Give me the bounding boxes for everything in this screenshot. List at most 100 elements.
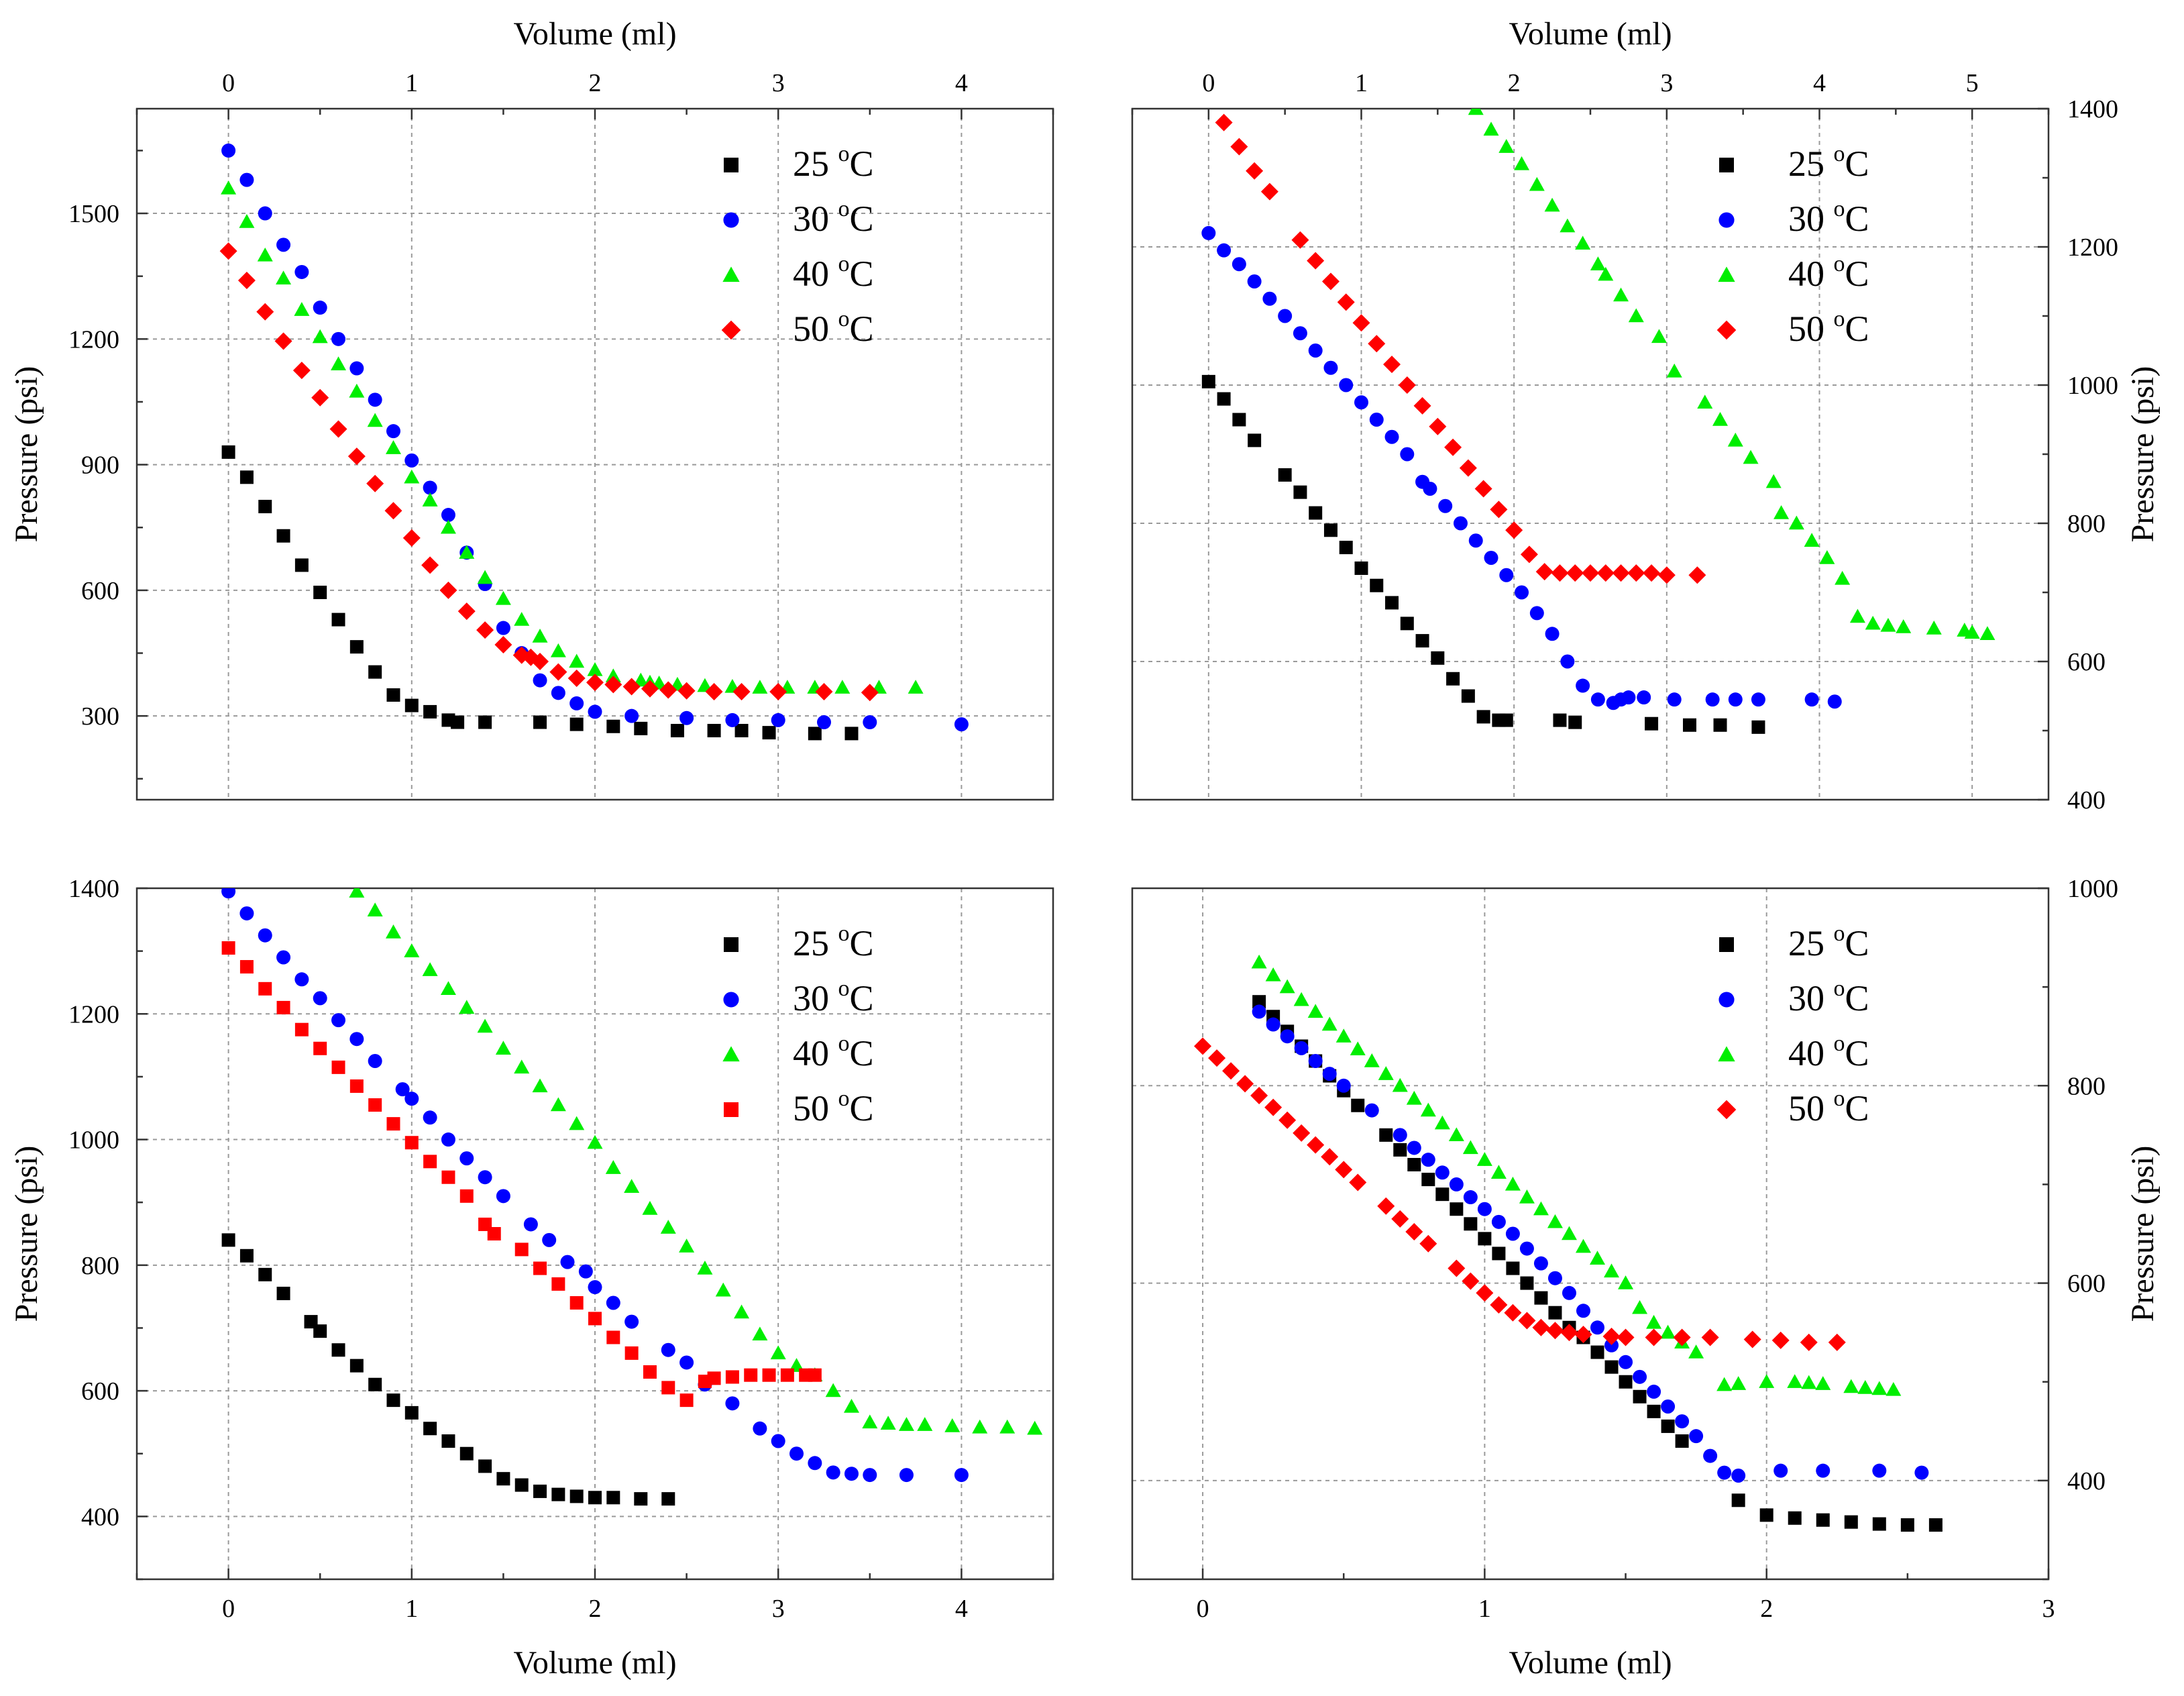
data-point-25c [313, 1324, 327, 1338]
data-point-50c [677, 682, 696, 700]
data-point-30c [533, 673, 547, 688]
data-point-50c [404, 1136, 419, 1150]
legend-label-30c: 30 oC [793, 976, 874, 1018]
data-point-50c [439, 581, 457, 599]
data-point-30c [1816, 1463, 1831, 1478]
data-point-25c [1633, 1389, 1647, 1403]
data-point-50c [294, 1022, 309, 1037]
data-point-50c [707, 1371, 721, 1385]
data-point-40c [1519, 1189, 1535, 1204]
data-point-30c [725, 1396, 740, 1411]
data-point-25c [1645, 717, 1659, 731]
data-point-30c [808, 1456, 822, 1471]
data-point-50c [1419, 1234, 1437, 1253]
data-point-50c [1352, 314, 1370, 332]
data-point-30c [1278, 309, 1293, 323]
x-tick-label: 2 [1760, 1595, 1773, 1623]
data-point-40c [1392, 1077, 1408, 1092]
data-point-50c [762, 1368, 776, 1382]
data-point-30c [276, 237, 291, 252]
data-point-30c [1647, 1384, 1661, 1399]
data-point-30c [1637, 690, 1651, 705]
x-tick-label: 2 [1508, 69, 1521, 97]
data-point-30c [368, 392, 382, 407]
data-point-25c [1217, 392, 1231, 406]
data-point-40c [1759, 1374, 1775, 1388]
data-point-50c [1560, 1324, 1578, 1342]
data-point-50c [1278, 1111, 1297, 1129]
legend-marker-50c [1716, 320, 1737, 340]
data-point-30c [1252, 1004, 1266, 1019]
legend-label-25c: 25 oC [793, 142, 874, 184]
data-point-50c [1236, 1075, 1254, 1093]
data-point-25c [258, 1267, 272, 1281]
data-point-30c [1369, 413, 1384, 427]
data-point-30c [771, 712, 785, 727]
data-point-30c [294, 972, 309, 987]
data-point-30c [551, 686, 565, 700]
data-point-30c [1294, 1041, 1309, 1055]
data-point-25c [478, 1459, 492, 1473]
data-point-50c [1321, 1148, 1339, 1166]
legend-marker-50c [724, 1102, 739, 1117]
data-point-30c [1293, 326, 1307, 341]
x-tick-label: 1 [405, 69, 418, 97]
data-point-25c [459, 1446, 474, 1461]
data-point-40c [367, 413, 383, 427]
data-point-30c [1232, 257, 1246, 272]
data-point-30c [1339, 378, 1354, 392]
data-point-25c [1844, 1515, 1858, 1529]
data-point-40c [1788, 515, 1804, 530]
data-point-25c [634, 1492, 648, 1506]
data-point-30c [1499, 568, 1514, 582]
x-axis-title: Volume (ml) [1509, 16, 1672, 52]
data-point-50c [1476, 1284, 1494, 1302]
legend-marker-50c [1716, 1100, 1737, 1120]
data-point-40c [1364, 1053, 1380, 1067]
data-point-40c [1265, 967, 1281, 982]
data-point-50c [769, 682, 787, 700]
data-point-50c [1551, 564, 1569, 582]
data-point-25c [1323, 523, 1337, 537]
data-point-50c [423, 1155, 437, 1169]
data-point-50c [815, 682, 833, 700]
data-point-40c [331, 356, 347, 370]
data-point-30c [1354, 395, 1368, 410]
data-point-50c [1215, 113, 1233, 131]
legend-marker-25c [724, 937, 739, 952]
y-tick-label: 1000 [68, 1126, 119, 1155]
legend-marker-40c [722, 266, 740, 282]
data-points [1194, 954, 1943, 1532]
data-point-25c [844, 727, 859, 741]
data-point-25c [423, 1422, 437, 1436]
data-point-30c [1560, 654, 1575, 669]
data-point-40c [1590, 1251, 1606, 1265]
data-point-40c [1307, 1004, 1323, 1018]
data-point-40c [605, 1160, 621, 1174]
data-point-40c [1476, 1152, 1492, 1166]
data-point-30c [1604, 1338, 1619, 1353]
data-point-40c [1613, 287, 1629, 302]
data-point-30c [294, 264, 309, 279]
data-point-40c [1321, 1016, 1337, 1031]
data-point-40c [1560, 218, 1576, 233]
data-point-50c [1246, 162, 1264, 180]
data-point-25c [276, 529, 290, 543]
data-point-25c [1450, 1202, 1464, 1216]
data-point-25c [1354, 561, 1368, 575]
data-point-30c [1505, 1226, 1520, 1241]
data-point-25c [670, 724, 684, 737]
data-point-50c [549, 663, 567, 681]
data-point-40c [734, 1304, 750, 1319]
data-point-50c [679, 1393, 694, 1408]
data-point-40c [1819, 550, 1835, 564]
data-point-30c [899, 1468, 914, 1483]
data-point-40c [1251, 954, 1267, 969]
data-point-50c [1657, 566, 1676, 584]
data-point-40c [550, 1097, 566, 1112]
data-point-50c [276, 1000, 290, 1014]
data-point-30c [1667, 692, 1682, 707]
data-point-30c [523, 1217, 538, 1232]
data-point-30c [1827, 694, 1842, 709]
data-point-40c [349, 383, 365, 398]
